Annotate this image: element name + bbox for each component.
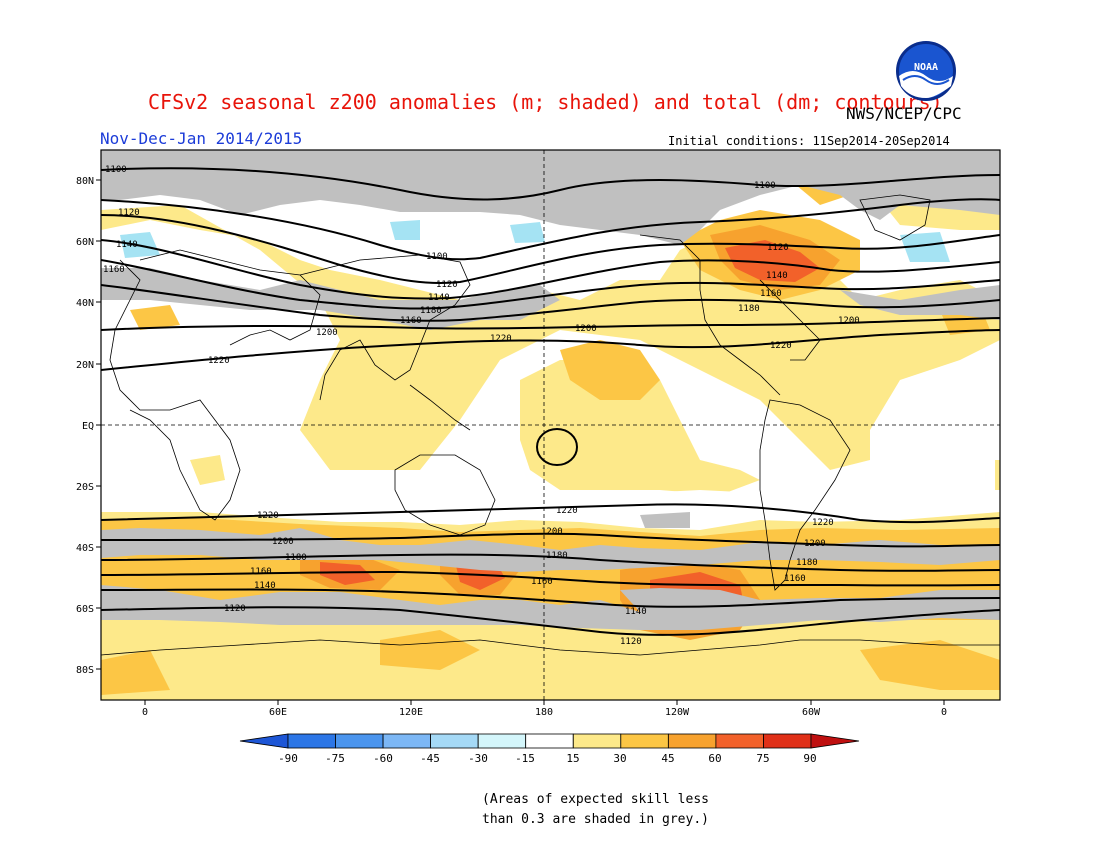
colorbar-label: -60 [373, 752, 393, 765]
contour-label: 1200 [272, 537, 294, 547]
colorbar-label: 90 [803, 752, 816, 765]
colorbar-arrow-right [810, 733, 860, 749]
lon-axis: 0 60E 120E 180 120W 60W 0 [142, 700, 947, 718]
contour-label: 1100 [426, 252, 448, 262]
lon-label: 60E [269, 707, 287, 718]
contour-label: 1100 [105, 165, 127, 175]
lat-label: 80S [76, 665, 94, 676]
contour-label: 1120 [620, 637, 642, 647]
initial-conditions: Initial conditions: 11Sep2014-20Sep2014 [668, 134, 950, 148]
colorbar-swatch [287, 733, 336, 749]
colorbar-label: -90 [278, 752, 298, 765]
agency-label: NWS/NCEP/CPC [846, 104, 962, 123]
anomaly-negative [120, 220, 950, 262]
lat-axis: 80N 60N 40N 20N EQ 20S 40S 60S 80S [76, 176, 101, 676]
contour-label: 1120 [767, 243, 789, 253]
colorbar-swatch [668, 733, 717, 749]
colorbar-swatch [477, 733, 527, 749]
skill-footnote: (Areas of expected skill less than 0.3 a… [482, 790, 709, 830]
colorbar-label: -15 [515, 752, 535, 765]
colorbar-label: -30 [468, 752, 488, 765]
contour-label: 1180 [285, 553, 307, 563]
contour-label-group: 1100 1120 1140 1160 1100 1120 1140 1180 … [103, 165, 860, 647]
contour-label: 1180 [546, 551, 568, 561]
contour-label: 1220 [490, 334, 512, 344]
contour-label: 1120 [118, 208, 140, 218]
footnote-line-1: (Areas of expected skill less [482, 792, 709, 807]
contour-label: 1120 [224, 604, 246, 614]
colorbar-swatch [382, 733, 432, 749]
colorbar-label: -75 [325, 752, 345, 765]
contours [101, 167, 1000, 636]
colorbar: -90 -75 -60 -45 -30 -15 15 30 45 60 75 9… [239, 733, 860, 765]
contour-label: 1220 [208, 356, 230, 366]
colorbar-label: 15 [566, 752, 579, 765]
contour-label: 1140 [625, 607, 647, 617]
footnote-line-2: than 0.3 are shaded in grey.) [482, 812, 709, 827]
forecast-period: Nov-Dec-Jan 2014/2015 [100, 129, 303, 148]
contour-label: 1140 [428, 293, 450, 303]
colorbar-label: 60 [708, 752, 721, 765]
contour-label: 1200 [575, 324, 597, 334]
noaa-logo: NOAA [896, 41, 956, 101]
lon-label: 120W [665, 707, 690, 718]
lat-label: 60S [76, 604, 94, 615]
contour-label: 1100 [754, 181, 776, 191]
contour-label: 1160 [784, 574, 806, 584]
logo-text: NOAA [914, 62, 938, 73]
contour-label: 1140 [766, 271, 788, 281]
colorbar-swatch [430, 733, 479, 749]
map-field: 1100 1120 1140 1160 1100 1120 1140 1180 … [101, 150, 1000, 700]
contour-label: 1160 [250, 567, 272, 577]
contour-label: 1220 [556, 506, 578, 516]
colorbar-swatch [620, 733, 669, 749]
chart-title: CFSv2 seasonal z200 anomalies (m; shaded… [148, 90, 943, 114]
lat-label: 80N [76, 176, 94, 187]
lon-label: 180 [535, 707, 553, 718]
contour-label: 1160 [760, 289, 782, 299]
colorbar-label: -45 [420, 752, 440, 765]
contour-label: 1200 [838, 316, 860, 326]
contour-label: 1200 [316, 328, 338, 338]
contour-label: 1220 [257, 511, 279, 521]
contour-label: 1120 [436, 280, 458, 290]
colorbar-label: 45 [661, 752, 674, 765]
contour-label: 1160 [531, 577, 553, 587]
colorbar-swatch [572, 733, 622, 749]
lat-label: 20N [76, 360, 94, 371]
colorbar-swatch [525, 733, 574, 749]
contour-label: 1220 [812, 518, 834, 528]
contour-label: 1180 [796, 558, 818, 568]
contour-label: 1140 [116, 240, 138, 250]
coastlines [101, 194, 1000, 656]
lat-label: 60N [76, 237, 94, 248]
lon-label: 120E [399, 707, 423, 718]
contour-label: 1160 [400, 316, 422, 326]
lat-label: 40S [76, 543, 94, 554]
contour-label: 1180 [420, 306, 442, 316]
lat-label: 20S [76, 482, 94, 493]
contour-label: 1160 [103, 265, 125, 275]
lon-label: 0 [142, 707, 148, 718]
lon-label: 60W [802, 707, 821, 718]
contour-label: 1140 [254, 581, 276, 591]
colorbar-label: 75 [756, 752, 769, 765]
contour-label: 1220 [770, 341, 792, 351]
colorbar-swatch [335, 733, 384, 749]
colorbar-label: 30 [613, 752, 626, 765]
colorbar-swatch [715, 733, 764, 749]
lat-label: EQ [82, 421, 94, 432]
colorbar-swatch [763, 733, 812, 749]
lon-label: 0 [941, 707, 947, 718]
lat-label: 40N [76, 298, 94, 309]
contour-label: 1180 [738, 304, 760, 314]
anomaly-neutral [101, 490, 1000, 530]
contour-label: 1200 [541, 527, 563, 537]
colorbar-arrow-left [239, 733, 289, 749]
contour-label: 1200 [804, 539, 826, 549]
